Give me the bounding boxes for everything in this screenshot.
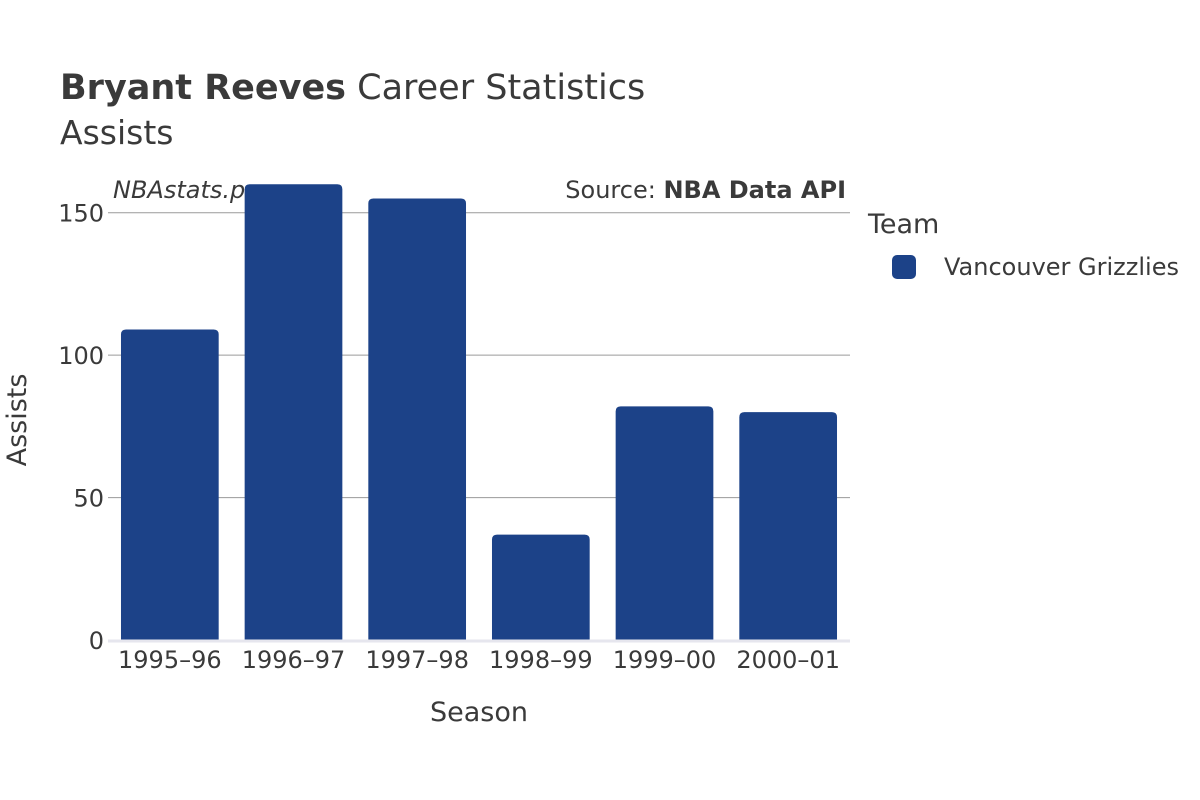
- legend-item-vancouver-grizzlies[interactable]: Vancouver Grizzlies: [892, 251, 1179, 283]
- bar-2000–01[interactable]: [739, 412, 838, 640]
- y-tick-label: 100: [58, 342, 104, 370]
- player-name: Bryant Reeves: [60, 68, 347, 108]
- gridlines: [108, 212, 850, 499]
- y-axis-title: Assists: [2, 374, 33, 467]
- bar-1999–00[interactable]: [615, 406, 714, 640]
- y-tick-label: 0: [89, 627, 104, 655]
- chart-title: Bryant Reeves Career Statistics: [60, 66, 645, 110]
- x-tick-label: 1998–99: [489, 646, 593, 674]
- bar-1996–97[interactable]: [244, 184, 343, 640]
- x-tick-label: 1997–98: [365, 646, 469, 674]
- legend-label: Vancouver Grizzlies: [944, 253, 1179, 281]
- bar-1995–96[interactable]: [120, 329, 219, 640]
- legend-swatch: [892, 255, 916, 279]
- x-tick-label: 1996–97: [242, 646, 346, 674]
- x-axis-title: Season: [430, 697, 528, 728]
- x-tick-label: 1995–96: [118, 646, 222, 674]
- source-name: NBA Data API: [663, 176, 846, 204]
- source-credit: Source: NBA Data API: [565, 176, 846, 204]
- y-tick-label: 150: [58, 200, 104, 228]
- x-tick-label: 1999–00: [613, 646, 717, 674]
- watermark: NBAstats.pro: [113, 176, 270, 204]
- title-suffix: Career Statistics: [346, 68, 646, 108]
- bar-1998–99[interactable]: [491, 534, 590, 640]
- y-tick-label: 50: [73, 485, 104, 513]
- bar-1997–98[interactable]: [368, 198, 467, 640]
- legend-title: Team: [868, 209, 940, 240]
- bars: [120, 184, 838, 640]
- chart-subtitle: Assists: [60, 113, 174, 152]
- source-prefix: Source:: [565, 176, 664, 204]
- x-tick-label: 2000–01: [736, 646, 840, 674]
- axes: 0 50 100 150 1995–96 1996–97 1997–98 1998–99 199…: [58, 200, 850, 674]
